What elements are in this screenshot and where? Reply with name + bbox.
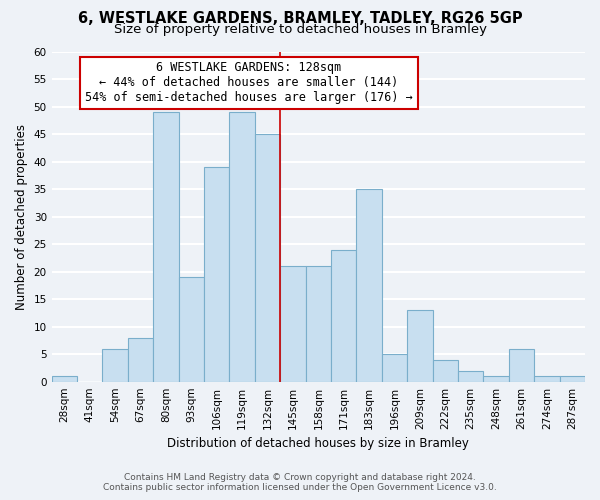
Bar	[255, 134, 280, 382]
Text: Contains HM Land Registry data © Crown copyright and database right 2024.
Contai: Contains HM Land Registry data © Crown c…	[103, 473, 497, 492]
Bar	[458, 370, 484, 382]
Bar	[509, 348, 534, 382]
Bar	[331, 250, 356, 382]
Bar	[52, 376, 77, 382]
Text: 6, WESTLAKE GARDENS, BRAMLEY, TADLEY, RG26 5GP: 6, WESTLAKE GARDENS, BRAMLEY, TADLEY, RG…	[77, 11, 523, 26]
Bar	[484, 376, 509, 382]
Text: Size of property relative to detached houses in Bramley: Size of property relative to detached ho…	[113, 22, 487, 36]
Bar	[204, 167, 229, 382]
Bar	[356, 189, 382, 382]
Bar	[407, 310, 433, 382]
Text: 6 WESTLAKE GARDENS: 128sqm
← 44% of detached houses are smaller (144)
54% of sem: 6 WESTLAKE GARDENS: 128sqm ← 44% of deta…	[85, 62, 413, 104]
Y-axis label: Number of detached properties: Number of detached properties	[15, 124, 28, 310]
X-axis label: Distribution of detached houses by size in Bramley: Distribution of detached houses by size …	[167, 437, 469, 450]
Bar	[153, 112, 179, 382]
Bar	[433, 360, 458, 382]
Bar	[179, 277, 204, 382]
Bar	[280, 266, 305, 382]
Bar	[382, 354, 407, 382]
Bar	[229, 112, 255, 382]
Bar	[305, 266, 331, 382]
Bar	[103, 348, 128, 382]
Bar	[534, 376, 560, 382]
Bar	[128, 338, 153, 382]
Bar	[560, 376, 585, 382]
